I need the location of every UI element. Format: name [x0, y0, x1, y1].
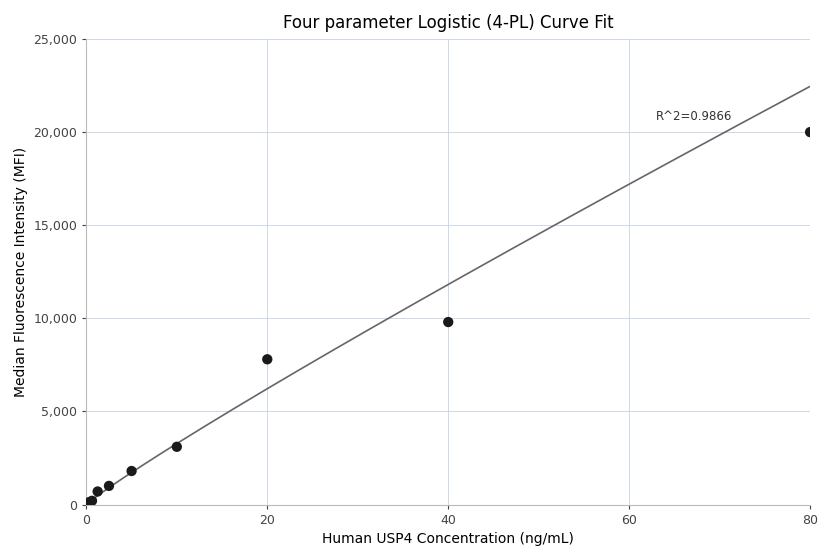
Point	[442, 318, 455, 326]
Text: R^2=0.9866: R^2=0.9866	[656, 110, 733, 123]
Point	[125, 466, 138, 475]
Point	[91, 487, 104, 496]
Point	[82, 498, 96, 507]
Point	[86, 496, 99, 505]
Point	[81, 499, 94, 508]
Title: Four parameter Logistic (4-PL) Curve Fit: Four parameter Logistic (4-PL) Curve Fit	[283, 14, 613, 32]
Point	[804, 128, 817, 137]
X-axis label: Human USP4 Concentration (ng/mL): Human USP4 Concentration (ng/mL)	[322, 532, 574, 546]
Point	[171, 442, 184, 451]
Y-axis label: Median Fluorescence Intensity (MFI): Median Fluorescence Intensity (MFI)	[14, 147, 28, 397]
Point	[102, 482, 116, 491]
Point	[260, 355, 274, 364]
